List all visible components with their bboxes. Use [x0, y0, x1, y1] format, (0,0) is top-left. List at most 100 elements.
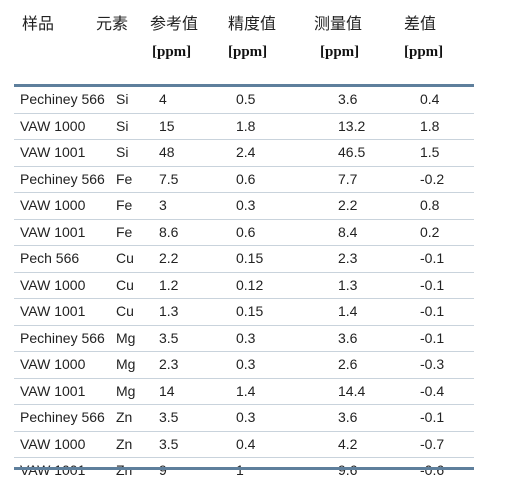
cell-precision: 2.4 — [236, 144, 256, 160]
cell-measured: 4.2 — [338, 435, 358, 452]
cell-reference: 2.2 — [159, 250, 179, 266]
cell-sample: VAW 1001 — [20, 462, 86, 478]
cell-difference: -0.1 — [420, 329, 445, 346]
header-difference: 差值 — [404, 14, 437, 33]
cell-measured: 13.2 — [338, 117, 366, 134]
table-row: VAW 1000 Cu 1.2 0.12 1.3 -0.1 — [14, 273, 474, 299]
cell-precision: 1.8 — [236, 117, 256, 134]
cell-sample: Pechiney 566 — [20, 409, 105, 425]
cell-precision: 0.15 — [236, 250, 264, 266]
table-row: Pechiney 566 Si 4 0.5 3.6 0.4 — [14, 87, 474, 114]
cell-precision: 0.12 — [236, 276, 264, 293]
table-row: VAW 1001 Mg 14 1.4 14.4 -0.4 — [14, 379, 474, 405]
table-row: VAW 1001 Si 48 2.4 46.5 1.5 — [14, 140, 474, 167]
cell-difference: 0.8 — [420, 197, 440, 213]
cell-reference: 9 — [159, 462, 167, 478]
cell-sample: Pechiney 566 — [20, 170, 105, 187]
cell-measured: 3.6 — [338, 409, 358, 425]
cell-precision: 0.5 — [236, 91, 256, 107]
cell-difference: -0.4 — [420, 382, 445, 399]
header-precision: 精度值 — [228, 14, 277, 33]
cell-reference: 3 — [159, 197, 167, 213]
cell-difference: -0.1 — [420, 276, 445, 293]
cell-difference: 1.5 — [420, 144, 440, 160]
cell-measured: 1.3 — [338, 276, 358, 293]
cell-measured: 3.6 — [338, 91, 358, 107]
unit-difference: [ppm] — [404, 44, 444, 60]
cell-sample: Pechiney 566 — [20, 91, 105, 107]
cell-precision: 0.6 — [236, 223, 256, 240]
table-row: Pechiney 566 Fe 7.5 0.6 7.7 -0.2 — [14, 167, 474, 193]
cell-difference: -0.2 — [420, 170, 445, 187]
cell-element: Cu — [116, 303, 134, 319]
table-bottom-rule — [14, 467, 474, 470]
cell-reference: 3.5 — [159, 329, 179, 346]
cell-difference: 1.8 — [420, 117, 440, 134]
cell-element: Zn — [116, 409, 133, 425]
cell-difference: -0.6 — [420, 462, 445, 478]
cell-element: Fe — [116, 197, 133, 213]
cell-sample: VAW 1001 — [20, 144, 86, 160]
cell-sample: Pechiney 566 — [20, 329, 105, 346]
cell-sample: VAW 1001 — [20, 382, 86, 399]
cell-precision: 1.4 — [236, 382, 256, 399]
table-row: VAW 1001 Cu 1.3 0.15 1.4 -0.1 — [14, 299, 474, 326]
cell-element: Zn — [116, 435, 133, 452]
table-row: Pechiney 566 Zn 3.5 0.3 3.6 -0.1 — [14, 405, 474, 432]
unit-reference: [ppm] — [152, 44, 192, 60]
cell-reference: 7.5 — [159, 170, 179, 187]
cell-element: Si — [116, 144, 129, 160]
table-row: VAW 1000 Mg 2.3 0.3 2.6 -0.3 — [14, 352, 474, 379]
cell-element: Zn — [116, 462, 133, 478]
cell-precision: 0.3 — [236, 409, 256, 425]
cell-precision: 0.15 — [236, 303, 264, 319]
table-body: Pechiney 566 Si 4 0.5 3.6 0.4 VAW 1000 Si 15 1.8 1… — [14, 87, 474, 484]
cell-reference: 48 — [159, 144, 175, 160]
cell-sample: VAW 1001 — [20, 223, 86, 240]
cell-measured: 2.3 — [338, 250, 358, 266]
cell-reference: 15 — [159, 117, 175, 134]
cell-element: Mg — [116, 356, 136, 372]
cell-reference: 14 — [159, 382, 175, 399]
cell-precision: 0.3 — [236, 197, 256, 213]
cell-difference: -0.7 — [420, 435, 445, 452]
cell-difference: -0.1 — [420, 303, 445, 319]
table-row: VAW 1001 Zn 9 1 9.6 -0.6 — [14, 458, 474, 484]
cell-sample: VAW 1000 — [20, 117, 86, 134]
cell-sample: VAW 1000 — [20, 435, 86, 452]
cell-measured: 14.4 — [338, 382, 366, 399]
cell-precision: 0.3 — [236, 329, 256, 346]
cell-precision: 0.6 — [236, 170, 256, 187]
cell-difference: 0.4 — [420, 91, 440, 107]
cell-measured: 1.4 — [338, 303, 358, 319]
cell-measured: 8.4 — [338, 223, 358, 240]
cell-reference: 1.3 — [159, 303, 179, 319]
cell-difference: -0.1 — [420, 409, 445, 425]
cell-element: Fe — [116, 170, 133, 187]
cell-element: Fe — [116, 223, 133, 240]
cell-element: Cu — [116, 276, 134, 293]
cell-element: Si — [116, 117, 129, 134]
header-element: 元素 — [96, 14, 129, 33]
cell-measured: 2.6 — [338, 356, 358, 372]
cell-difference: -0.1 — [420, 250, 445, 266]
cell-sample: Pech 566 — [20, 250, 80, 266]
cell-difference: 0.2 — [420, 223, 440, 240]
header-measured: 测量值 — [314, 14, 363, 33]
cell-reference: 8.6 — [159, 223, 179, 240]
header-sample: 样品 — [22, 14, 55, 33]
cell-reference: 2.3 — [159, 356, 179, 372]
cell-reference: 1.2 — [159, 276, 179, 293]
cell-precision: 0.3 — [236, 356, 256, 372]
cell-precision: 0.4 — [236, 435, 256, 452]
cell-sample: VAW 1000 — [20, 356, 86, 372]
cell-sample: VAW 1000 — [20, 276, 86, 293]
table-row: VAW 1000 Zn 3.5 0.4 4.2 -0.7 — [14, 432, 474, 458]
cell-measured: 9.6 — [338, 462, 358, 478]
cell-measured: 2.2 — [338, 197, 358, 213]
cell-sample: VAW 1001 — [20, 303, 86, 319]
table-row: Pechiney 566 Mg 3.5 0.3 3.6 -0.1 — [14, 326, 474, 352]
cell-reference: 3.5 — [159, 409, 179, 425]
cell-element: Mg — [116, 382, 136, 399]
cell-measured: 7.7 — [338, 170, 358, 187]
